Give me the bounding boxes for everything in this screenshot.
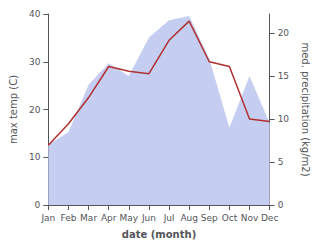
svg-text:May: May [120,213,139,223]
svg-text:20: 20 [278,28,290,38]
svg-text:Jul: Jul [163,213,175,223]
svg-text:med. precipitation (kg/m2): med. precipitation (kg/m2) [300,42,311,176]
svg-text:Jun: Jun [141,213,156,223]
svg-text:Nov: Nov [241,213,259,223]
svg-text:Apr: Apr [101,213,117,223]
svg-text:Feb: Feb [61,213,77,223]
svg-text:15: 15 [278,71,289,81]
svg-text:Dec: Dec [261,213,278,223]
svg-text:Mar: Mar [80,213,97,223]
svg-text:Oct: Oct [222,213,238,223]
svg-text:40: 40 [29,9,41,19]
svg-text:max temp (C): max temp (C) [8,75,19,144]
svg-text:date (month): date (month) [122,229,196,240]
svg-text:10: 10 [278,114,290,124]
svg-text:Jan: Jan [40,213,55,223]
svg-text:20: 20 [29,105,41,115]
svg-text:30: 30 [29,57,41,67]
svg-text:5: 5 [278,157,284,167]
svg-text:Sep: Sep [201,213,218,223]
svg-text:Aug: Aug [180,213,198,223]
svg-text:0: 0 [278,200,284,210]
svg-text:10: 10 [29,152,41,162]
svg-text:0: 0 [35,200,41,210]
